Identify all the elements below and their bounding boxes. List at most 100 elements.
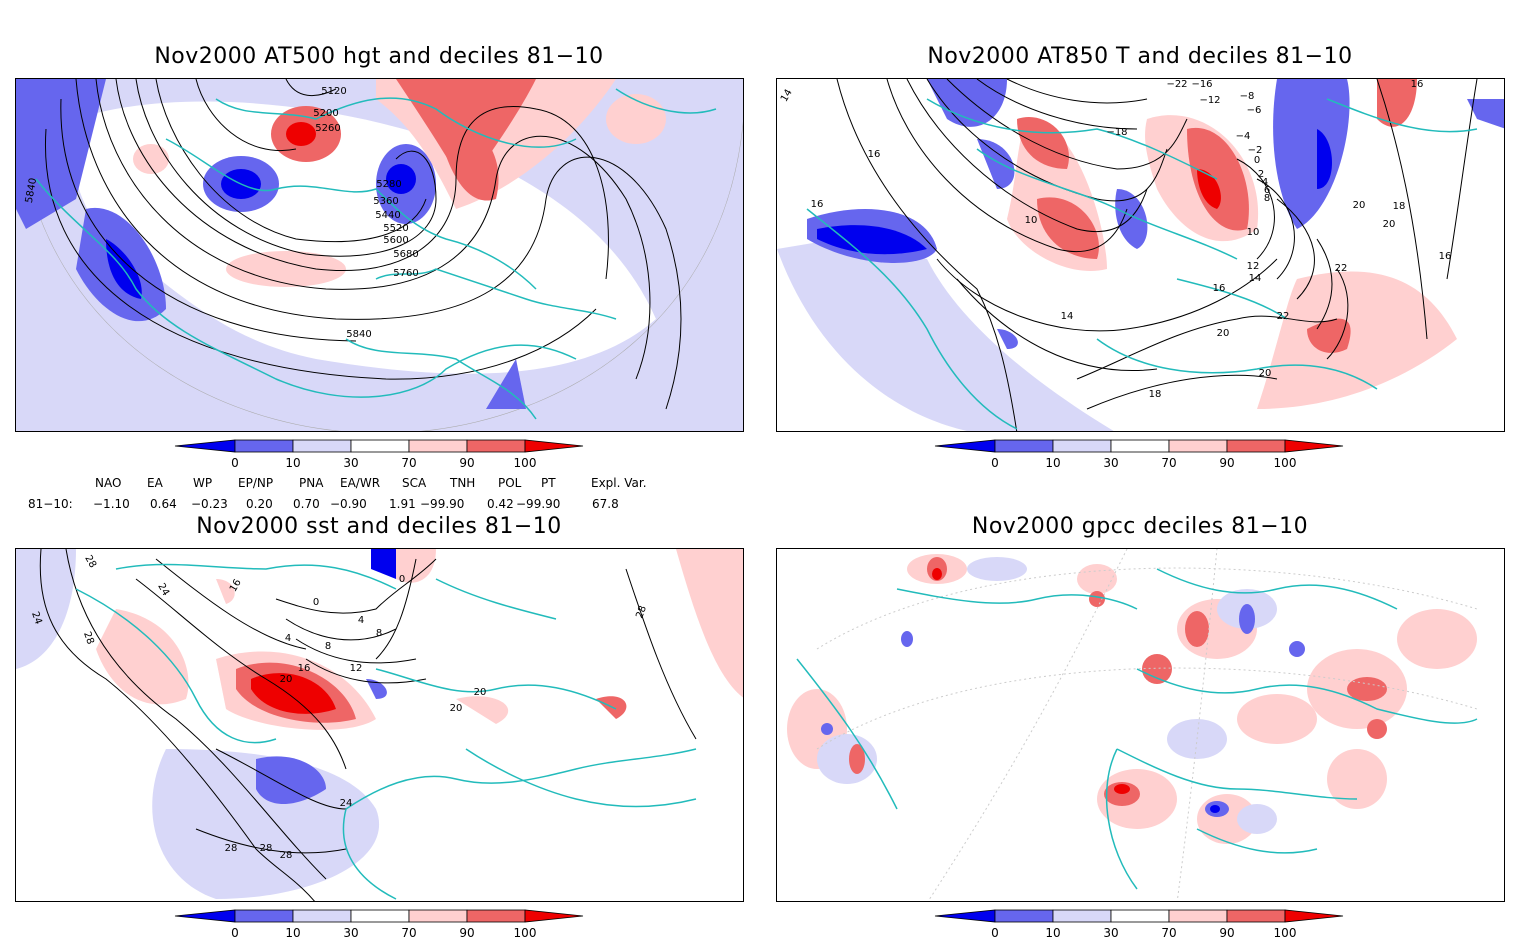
contour-label: 5760 [393, 268, 418, 279]
colorbar-segment [524, 909, 584, 923]
colorbar-tick-label: 10 [285, 456, 300, 470]
colorbar-bottom-right: 0 10 30 70 90 100 [934, 909, 1344, 940]
colorbar-bottom-left: 0 10 30 70 90 100 [174, 909, 584, 940]
contour-label: 20 [1217, 328, 1230, 339]
colorbar-segment [466, 909, 526, 923]
contour-label: 16 [1213, 283, 1226, 294]
contour-label: 4 [358, 615, 364, 626]
map-panel-t850: 14 16 16 16 −22 −16 −12 −8 −6 −18 −4 −2 … [776, 78, 1505, 432]
index-header: EP/NP [238, 476, 274, 490]
map-gpcc [777, 549, 1504, 901]
colorbar-tick-label: 0 [231, 926, 239, 940]
map-panel-gpcc [776, 548, 1505, 902]
contour-label: 28 [260, 843, 273, 854]
index-value: −99.90 [516, 497, 561, 511]
colorbar-segment [350, 909, 410, 923]
index-header: EA [147, 476, 163, 490]
contour-label: 4 [285, 633, 291, 644]
colorbar-tick-label: 90 [1219, 926, 1234, 940]
index-value: 67.8 [592, 497, 619, 511]
colorbar-segment [1168, 439, 1228, 453]
map-sst: 28 24 24 28 16 0 0 4 4 8 8 12 16 20 20 2… [16, 549, 743, 901]
contour-label: −8 [1240, 91, 1255, 102]
panel-title-t850: Nov2000 AT850 T and deciles 81−10 [927, 44, 1353, 69]
colorbar-segment [234, 439, 294, 453]
contour-label: −22 [1166, 79, 1187, 90]
contour-label: 24 [340, 798, 353, 809]
colorbar-tick-label: 10 [1045, 456, 1060, 470]
contour-label: 0 [399, 574, 405, 585]
colorbar-segment [994, 439, 1054, 453]
contour-label: 4 [1262, 177, 1268, 188]
contour-label: 8 [1264, 193, 1270, 204]
index-value: −0.90 [330, 497, 367, 511]
contour-label: 5680 [393, 249, 418, 260]
contour-label: 0 [313, 597, 319, 608]
map-t850: 14 16 16 16 −22 −16 −12 −8 −6 −18 −4 −2 … [777, 79, 1504, 431]
colorbar-tick-label: 70 [401, 456, 416, 470]
contour-label: 16 [811, 199, 824, 210]
contour-label: −6 [1247, 105, 1262, 116]
index-header: WP [193, 476, 213, 490]
contour-label: 20 [474, 687, 487, 698]
colorbar-tick-label: 100 [514, 456, 537, 470]
contour-label: 5280 [376, 179, 401, 190]
contour-label: 0 [1254, 155, 1260, 166]
index-value: −1.10 [93, 497, 130, 511]
colorbar-segment [1110, 439, 1170, 453]
contour-label: −2 [1248, 145, 1263, 156]
contour-label: 14 [1061, 311, 1074, 322]
colorbar-segment [350, 439, 410, 453]
index-value: 0.20 [246, 497, 273, 511]
contour-label: 14 [1249, 273, 1262, 284]
colorbar-tick-label: 0 [991, 926, 999, 940]
index-header: NAO [95, 476, 122, 490]
colorbar-segment [174, 439, 236, 453]
contour-label: 20 [450, 703, 463, 714]
colorbar-segment [524, 439, 584, 453]
colorbar-segment [408, 439, 468, 453]
colorbar-tick-label: 100 [514, 926, 537, 940]
colorbar-segment [292, 439, 352, 453]
index-header: SCA [402, 476, 427, 490]
contour-label: 16 [1439, 251, 1452, 262]
colorbar-tick-label: 70 [1161, 926, 1176, 940]
colorbar-tick-label: 70 [1161, 456, 1176, 470]
colorbar-tick-label: 30 [1103, 926, 1118, 940]
colorbar-segment [934, 909, 996, 923]
colorbar-segment [1226, 439, 1286, 453]
contour-label: 5360 [373, 196, 398, 207]
colorbar-tick-label: 90 [459, 926, 474, 940]
contour-label: −16 [1191, 79, 1212, 90]
colorbar-top-right: 0 10 30 70 90 100 [934, 439, 1344, 470]
colorbar-segment [466, 439, 526, 453]
contour-label: 10 [1025, 215, 1038, 226]
colorbar-segment [292, 909, 352, 923]
contour-label: −12 [1199, 95, 1220, 106]
contour-label: 12 [1247, 261, 1260, 272]
contour-label: 5600 [383, 235, 408, 246]
contour-label: 20 [1383, 219, 1396, 230]
colorbar-segment [1052, 439, 1112, 453]
colorbar-tick-label: 30 [343, 456, 358, 470]
panel-title-gpcc: Nov2000 gpcc deciles 81−10 [971, 514, 1309, 539]
colorbar-tick-label: 100 [1274, 456, 1297, 470]
index-value: 0.70 [293, 497, 320, 511]
colorbar-top-left: 0 10 30 70 90 100 [174, 439, 584, 470]
contour-label: 20 [1259, 368, 1272, 379]
colorbar-segment [1168, 909, 1228, 923]
contour-label: 10 [1247, 227, 1260, 238]
colorbar-segment [234, 909, 294, 923]
panel-title-hgt: Nov2000 AT500 hgt and deciles 81−10 [154, 44, 604, 69]
colorbar-segment [408, 909, 468, 923]
colorbar-segment [174, 909, 236, 923]
map-panel-sst: 28 24 24 28 16 0 0 4 4 8 8 12 16 20 20 2… [15, 548, 744, 902]
contour-label: 24 [29, 610, 44, 626]
colorbar-tick-label: 0 [991, 456, 999, 470]
index-header: EA/WR [340, 476, 381, 490]
index-header: TNH [450, 476, 476, 490]
contour-label: −4 [1236, 131, 1251, 142]
map-panel-hgt500: 5120 5200 5260 5280 5360 5440 5520 5600 … [15, 78, 744, 432]
map-hgt500: 5120 5200 5260 5280 5360 5440 5520 5600 … [16, 79, 743, 431]
contour-label: 16 [868, 149, 881, 160]
